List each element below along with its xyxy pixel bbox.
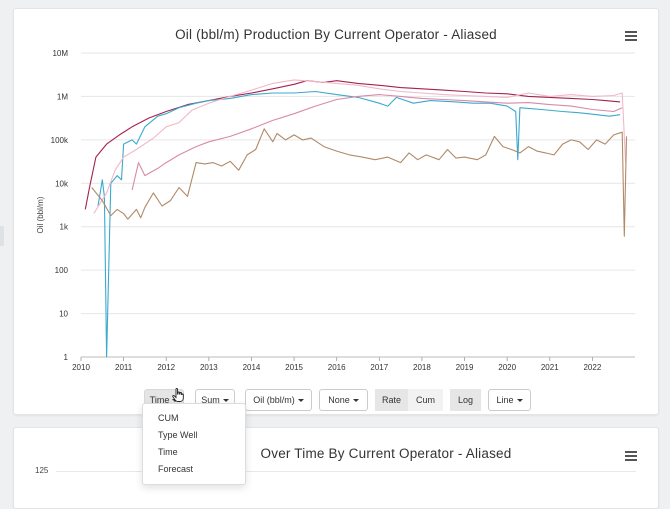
dropdown-item-type-well[interactable]: Type Well — [158, 430, 198, 440]
chart-card: Oil (bbl/m) Production By Current Operat… — [13, 8, 659, 415]
y-tick-label: 1k — [60, 223, 69, 232]
dropdown-item-cum[interactable]: CUM — [158, 413, 179, 423]
line-dropdown-button[interactable]: Line — [488, 389, 531, 411]
caret-down-icon — [222, 398, 229, 402]
caret-down-icon — [516, 398, 523, 402]
caret-down-icon — [297, 398, 304, 402]
x-tick-label: 2011 — [115, 363, 133, 372]
x-tick-label: 2012 — [157, 363, 175, 372]
metric-label: Oil (bbl/m) — [253, 395, 295, 405]
x-tick-label: 2018 — [413, 363, 431, 372]
chart-title-2: Over Time By Current Operator - Aliased — [260, 446, 512, 461]
hamburger-menu-icon[interactable] — [625, 451, 637, 461]
x-tick-label: 2022 — [583, 363, 601, 372]
chart-title: Oil (bbl/m) Production By Current Operat… — [175, 27, 497, 42]
sum-label: Sum — [201, 395, 220, 405]
x-tick-label: 2013 — [200, 363, 218, 372]
y-tick-label: 10 — [59, 310, 68, 319]
series-line-1[interactable] — [84, 80, 621, 210]
rate-toggle-button[interactable]: Rate — [375, 389, 408, 411]
dropdown-item-time[interactable]: Time — [158, 447, 178, 457]
log-label: Log — [457, 395, 474, 405]
chart-plot: 1 10 100 1k 10k 100k 1M 10M 2010 2011 2012 2013 201… — [36, 49, 635, 372]
x-tick-label: 2014 — [243, 363, 261, 372]
series-line-5[interactable] — [91, 128, 628, 237]
dropdown-item-forecast[interactable]: Forecast — [158, 464, 194, 474]
series-line-4[interactable] — [131, 94, 623, 191]
time-dropdown-menu: CUM Type Well Time Forecast — [142, 403, 246, 485]
y-axis-label: Oil (bbl/m) — [36, 196, 45, 233]
y-tick-label: 100k — [51, 136, 69, 145]
y-tick-label: 10k — [55, 179, 69, 188]
y-tick-label: 100 — [55, 266, 69, 275]
log-toggle-button[interactable]: Log — [450, 389, 481, 411]
line-label: Line — [496, 395, 514, 405]
x-tick-label: 2019 — [456, 363, 474, 372]
metric-dropdown-button[interactable]: Oil (bbl/m) — [245, 389, 312, 411]
rate-label: Rate — [381, 395, 401, 405]
x-tick-label: 2015 — [285, 363, 303, 372]
hand-pointer-icon — [172, 388, 184, 402]
x-tick-label: 2010 — [72, 363, 90, 372]
chart-card-2: Over Time By Current Operator - Aliased … — [13, 427, 659, 509]
y-tick-label: 1M — [57, 92, 68, 101]
series-line-3[interactable] — [93, 79, 627, 214]
side-collapse-tab[interactable] — [0, 226, 4, 246]
x-tick-label: 2016 — [328, 363, 346, 372]
hamburger-menu-icon[interactable] — [625, 31, 637, 41]
y-tick-label: 125 — [35, 466, 49, 475]
cum-label: Cum — [415, 395, 435, 405]
x-tick-label: 2021 — [541, 363, 559, 372]
x-tick-label: 2020 — [498, 363, 516, 372]
grid-line — [56, 471, 636, 472]
series-line-2[interactable] — [97, 90, 621, 358]
caret-down-icon — [352, 398, 359, 402]
none-label: None — [328, 395, 350, 405]
none-dropdown-button[interactable]: None — [319, 389, 368, 411]
time-label: Time — [149, 395, 170, 405]
y-tick-label: 10M — [52, 49, 68, 58]
y-tick-label: 1 — [64, 353, 69, 362]
cum-toggle-button[interactable]: Cum — [408, 389, 443, 411]
x-tick-label: 2017 — [370, 363, 388, 372]
